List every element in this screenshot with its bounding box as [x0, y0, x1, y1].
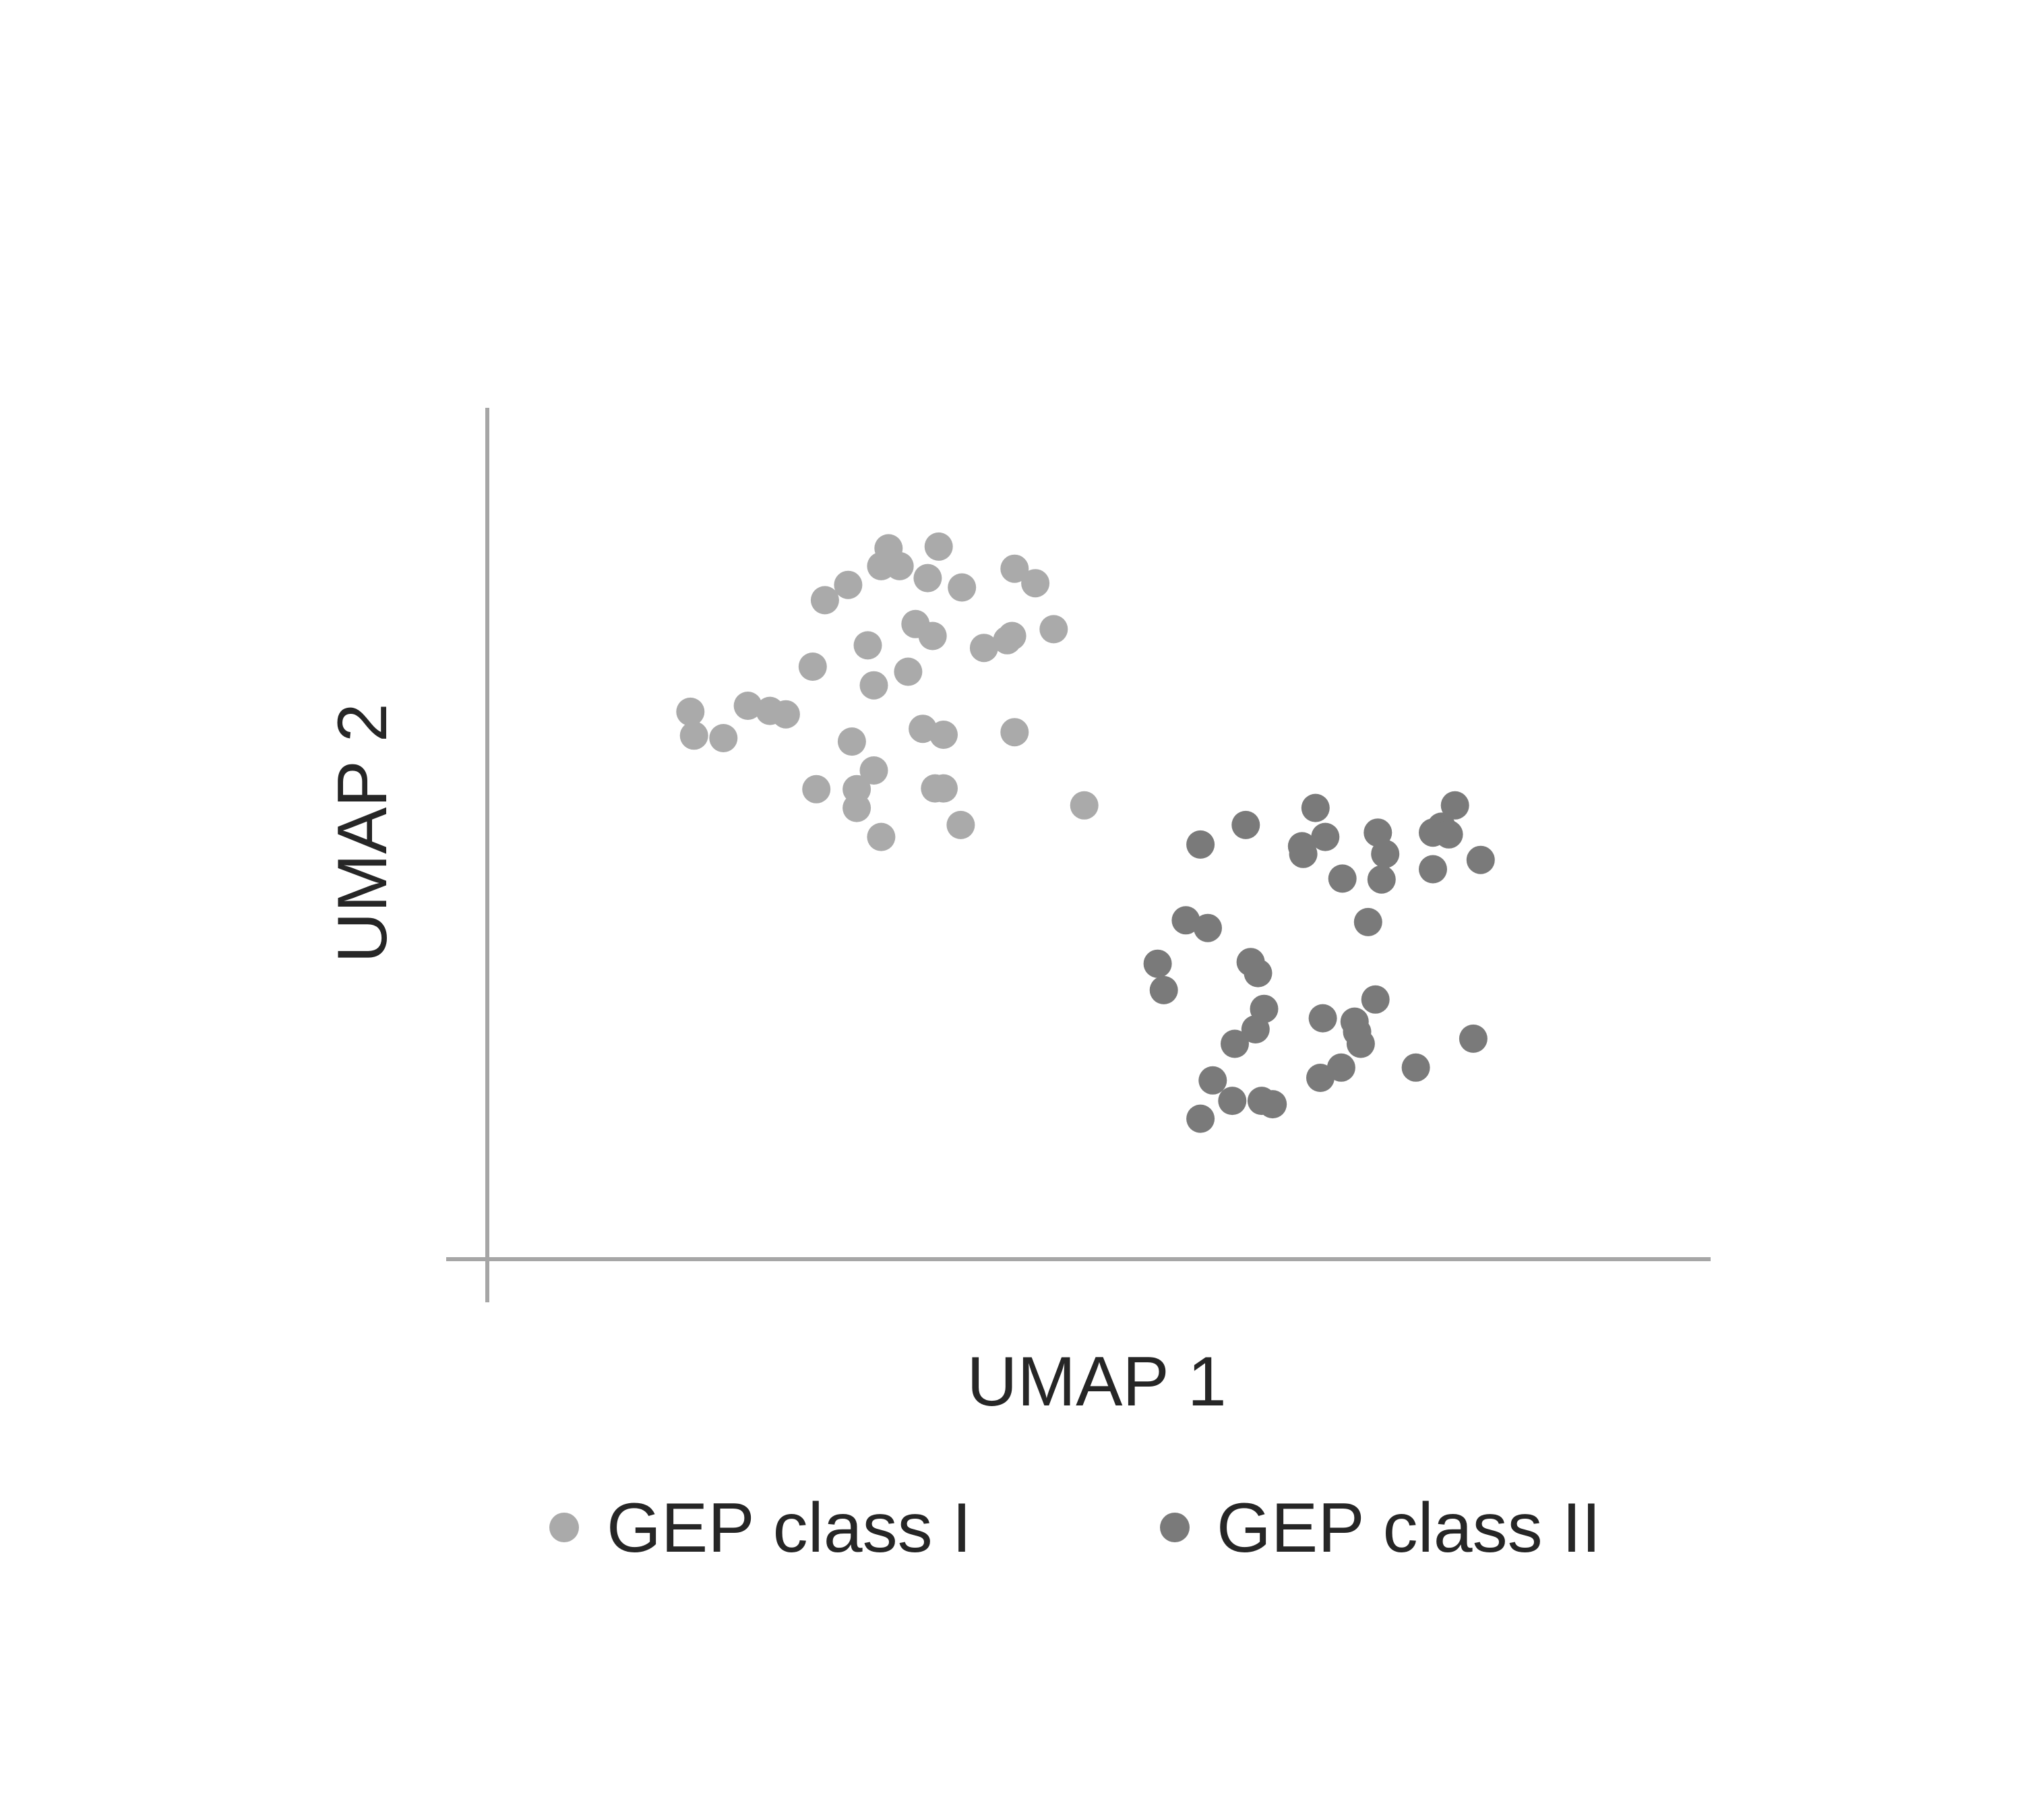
point-gep-class-i-1	[676, 697, 705, 726]
point-gep-class-i-31	[948, 573, 977, 602]
point-gep-class-i-36	[1000, 718, 1029, 747]
point-gep-class-ii-16	[1258, 1090, 1287, 1119]
point-gep-class-ii-2	[1149, 975, 1178, 1004]
point-gep-class-ii-6	[1194, 913, 1222, 942]
y-axis-label: UMAP 2	[324, 703, 402, 963]
point-gep-class-i-32	[969, 634, 998, 663]
point-gep-class-i-29	[929, 721, 958, 749]
point-gep-class-i-7	[798, 653, 827, 681]
point-gep-class-i-38	[1039, 615, 1068, 644]
point-gep-class-i-25	[918, 621, 947, 650]
point-gep-class-i-11	[837, 727, 866, 756]
point-gep-class-ii-40	[1466, 845, 1495, 874]
point-gep-class-i-16	[859, 756, 888, 785]
point-gep-class-ii-23	[1326, 1053, 1355, 1082]
data-points	[676, 532, 1495, 1133]
point-gep-class-ii-18	[1289, 839, 1318, 868]
point-gep-class-i-21	[894, 657, 923, 686]
point-gep-class-i-9	[810, 586, 839, 615]
legend-swatch-gep-class-ii	[1160, 1513, 1190, 1542]
point-gep-class-i-28	[929, 774, 958, 803]
point-gep-class-ii-1	[1143, 949, 1172, 978]
legend: GEP class I GEP class II	[549, 1489, 1601, 1567]
point-gep-class-ii-8	[1218, 1087, 1247, 1116]
point-gep-class-ii-21	[1308, 1004, 1337, 1033]
point-gep-class-ii-24	[1328, 864, 1357, 893]
point-gep-class-i-6	[771, 700, 800, 729]
point-gep-class-ii-27	[1346, 1029, 1375, 1058]
point-gep-class-ii-38	[1440, 791, 1469, 820]
point-gep-class-ii-7	[1198, 1066, 1227, 1095]
point-gep-class-i-20	[885, 551, 914, 580]
point-gep-class-i-15	[859, 671, 888, 700]
point-gep-class-ii-10	[1231, 810, 1260, 839]
point-gep-class-ii-15	[1250, 994, 1279, 1023]
x-axis-label: UMAP 1	[967, 1343, 1226, 1421]
point-gep-class-i-27	[924, 532, 953, 561]
point-gep-class-i-8	[802, 775, 831, 803]
point-gep-class-i-17	[867, 822, 896, 851]
point-gep-class-i-14	[853, 631, 882, 660]
point-gep-class-i-39	[1070, 791, 1099, 820]
point-gep-class-i-30	[946, 810, 975, 839]
legend-swatch-gep-class-i	[549, 1513, 579, 1542]
point-gep-class-ii-29	[1361, 985, 1390, 1014]
point-gep-class-i-2	[679, 721, 708, 750]
point-gep-class-ii-31	[1367, 865, 1396, 894]
legend-label-gep-class-ii: GEP class II	[1217, 1489, 1601, 1567]
point-gep-class-ii-39	[1459, 1024, 1488, 1053]
point-gep-class-i-24	[913, 564, 942, 593]
point-gep-class-i-35	[1000, 554, 1029, 583]
point-gep-class-ii-19	[1301, 793, 1330, 822]
point-gep-class-ii-28	[1353, 907, 1382, 936]
point-gep-class-ii-30	[1364, 818, 1392, 847]
legend-label-gep-class-i: GEP class I	[607, 1489, 971, 1567]
point-gep-class-ii-37	[1434, 820, 1463, 849]
point-gep-class-i-34	[998, 621, 1027, 650]
point-gep-class-ii-33	[1401, 1053, 1430, 1082]
point-gep-class-i-37	[1021, 569, 1050, 598]
point-gep-class-ii-4	[1186, 1104, 1215, 1133]
point-gep-class-ii-3	[1171, 906, 1200, 935]
point-gep-class-i-10	[834, 570, 863, 599]
point-gep-class-ii-13	[1244, 959, 1273, 988]
point-gep-class-ii-22	[1311, 822, 1340, 851]
point-gep-class-ii-5	[1186, 830, 1215, 859]
point-gep-class-ii-35	[1419, 855, 1447, 884]
point-gep-class-ii-32	[1371, 839, 1400, 868]
point-gep-class-i-3	[709, 724, 738, 752]
point-gep-class-i-4	[733, 692, 762, 720]
point-gep-class-i-13	[842, 793, 871, 822]
point-gep-class-ii-9	[1221, 1029, 1249, 1058]
